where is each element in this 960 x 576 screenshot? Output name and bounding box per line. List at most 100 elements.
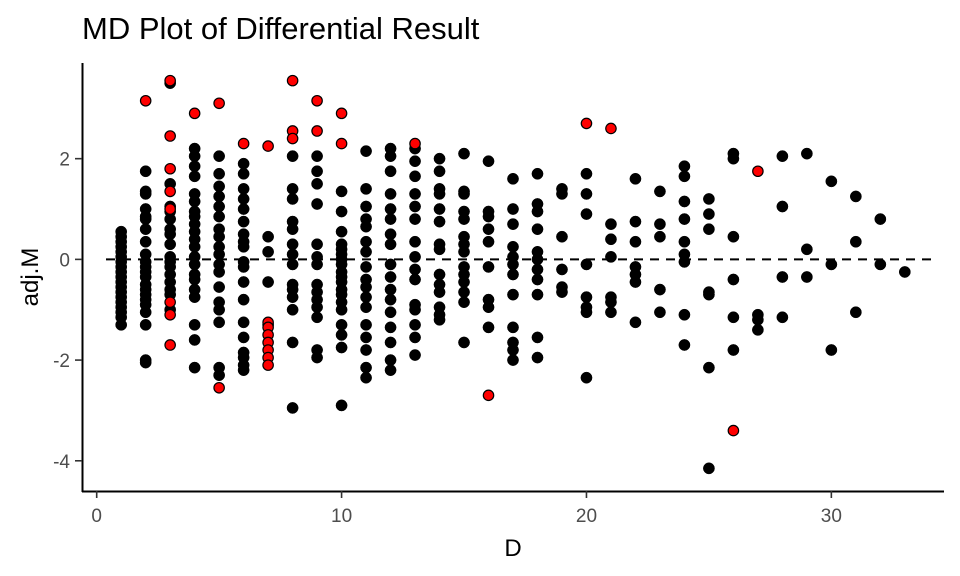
data-point xyxy=(360,371,372,384)
data-point xyxy=(507,258,519,271)
significant-data-point xyxy=(188,107,201,120)
data-point xyxy=(678,339,691,351)
data-point xyxy=(531,288,544,301)
data-point xyxy=(409,263,421,276)
data-point xyxy=(384,258,397,271)
data-point xyxy=(384,203,397,215)
significant-data-point xyxy=(164,203,176,215)
data-point xyxy=(874,213,887,225)
significant-data-point xyxy=(727,424,740,437)
data-point xyxy=(384,165,397,178)
data-point xyxy=(384,306,397,319)
data-point xyxy=(188,273,201,286)
data-point xyxy=(237,261,250,273)
data-point xyxy=(360,261,372,273)
data-point xyxy=(703,223,715,236)
data-point xyxy=(654,283,666,296)
data-point xyxy=(458,296,470,309)
data-point xyxy=(801,147,813,160)
data-point xyxy=(409,331,421,344)
data-point xyxy=(335,205,348,218)
data-point xyxy=(825,258,838,271)
data-point xyxy=(409,213,421,225)
data-point xyxy=(360,291,372,303)
data-point xyxy=(335,303,348,316)
significant-data-point xyxy=(311,94,323,107)
data-point xyxy=(311,150,323,163)
data-point xyxy=(433,268,446,281)
significant-data-point xyxy=(605,122,617,135)
data-point xyxy=(286,303,299,316)
data-point xyxy=(335,318,348,331)
data-point xyxy=(605,296,617,309)
data-point xyxy=(458,147,470,160)
data-point xyxy=(262,276,274,288)
data-point xyxy=(629,316,642,329)
data-point xyxy=(433,243,446,256)
data-point xyxy=(286,258,299,271)
data-point xyxy=(580,371,593,384)
points-layer xyxy=(115,74,911,475)
significant-data-point xyxy=(164,162,176,175)
data-point xyxy=(286,291,299,303)
data-point xyxy=(384,213,397,225)
data-point xyxy=(629,172,642,185)
x-axis-ticks: 0 10 20 30 xyxy=(91,491,842,527)
data-point xyxy=(237,215,250,228)
data-point xyxy=(311,258,323,271)
data-point xyxy=(531,331,544,344)
data-point xyxy=(286,223,299,236)
data-point xyxy=(311,165,323,178)
data-point xyxy=(409,188,421,200)
data-point xyxy=(458,213,470,225)
data-point xyxy=(654,218,666,230)
significant-data-point xyxy=(409,137,421,150)
data-point xyxy=(678,160,691,173)
data-point xyxy=(139,165,152,178)
significant-data-point xyxy=(164,74,176,87)
data-point xyxy=(213,316,225,329)
significant-data-point xyxy=(311,125,323,137)
data-point xyxy=(237,167,250,180)
data-point xyxy=(849,306,862,319)
data-point xyxy=(360,145,372,157)
significant-data-point xyxy=(213,97,225,110)
y-axis-label: adj.M xyxy=(17,248,44,307)
data-point xyxy=(531,167,544,180)
significant-data-point xyxy=(482,389,495,402)
x-tick-label: 30 xyxy=(821,506,842,527)
data-point xyxy=(311,301,323,314)
data-point xyxy=(629,235,642,248)
data-point xyxy=(384,293,397,306)
data-point xyxy=(213,200,225,213)
data-point xyxy=(776,271,789,283)
data-point xyxy=(286,336,299,349)
data-point xyxy=(262,230,274,243)
data-point xyxy=(531,223,544,236)
data-point xyxy=(237,183,250,195)
data-point xyxy=(213,266,225,278)
data-point xyxy=(409,200,421,213)
significant-data-point xyxy=(752,165,764,178)
data-point xyxy=(286,183,299,195)
data-point xyxy=(213,303,225,316)
data-point xyxy=(727,273,740,286)
x-tick-label: 20 xyxy=(576,506,597,527)
data-point xyxy=(531,273,544,286)
data-point xyxy=(188,318,201,331)
data-point xyxy=(213,248,225,261)
data-point xyxy=(703,208,715,220)
data-point xyxy=(286,402,299,414)
data-point xyxy=(311,238,323,251)
data-point xyxy=(556,263,568,276)
data-point xyxy=(311,351,323,364)
data-point xyxy=(531,351,544,364)
data-point xyxy=(360,245,372,258)
data-point xyxy=(213,180,225,193)
data-point xyxy=(139,235,152,248)
y-tick-label: -2 xyxy=(53,351,70,372)
data-point xyxy=(507,321,519,334)
data-point xyxy=(531,205,544,218)
data-point xyxy=(605,251,617,263)
data-point xyxy=(335,225,348,238)
